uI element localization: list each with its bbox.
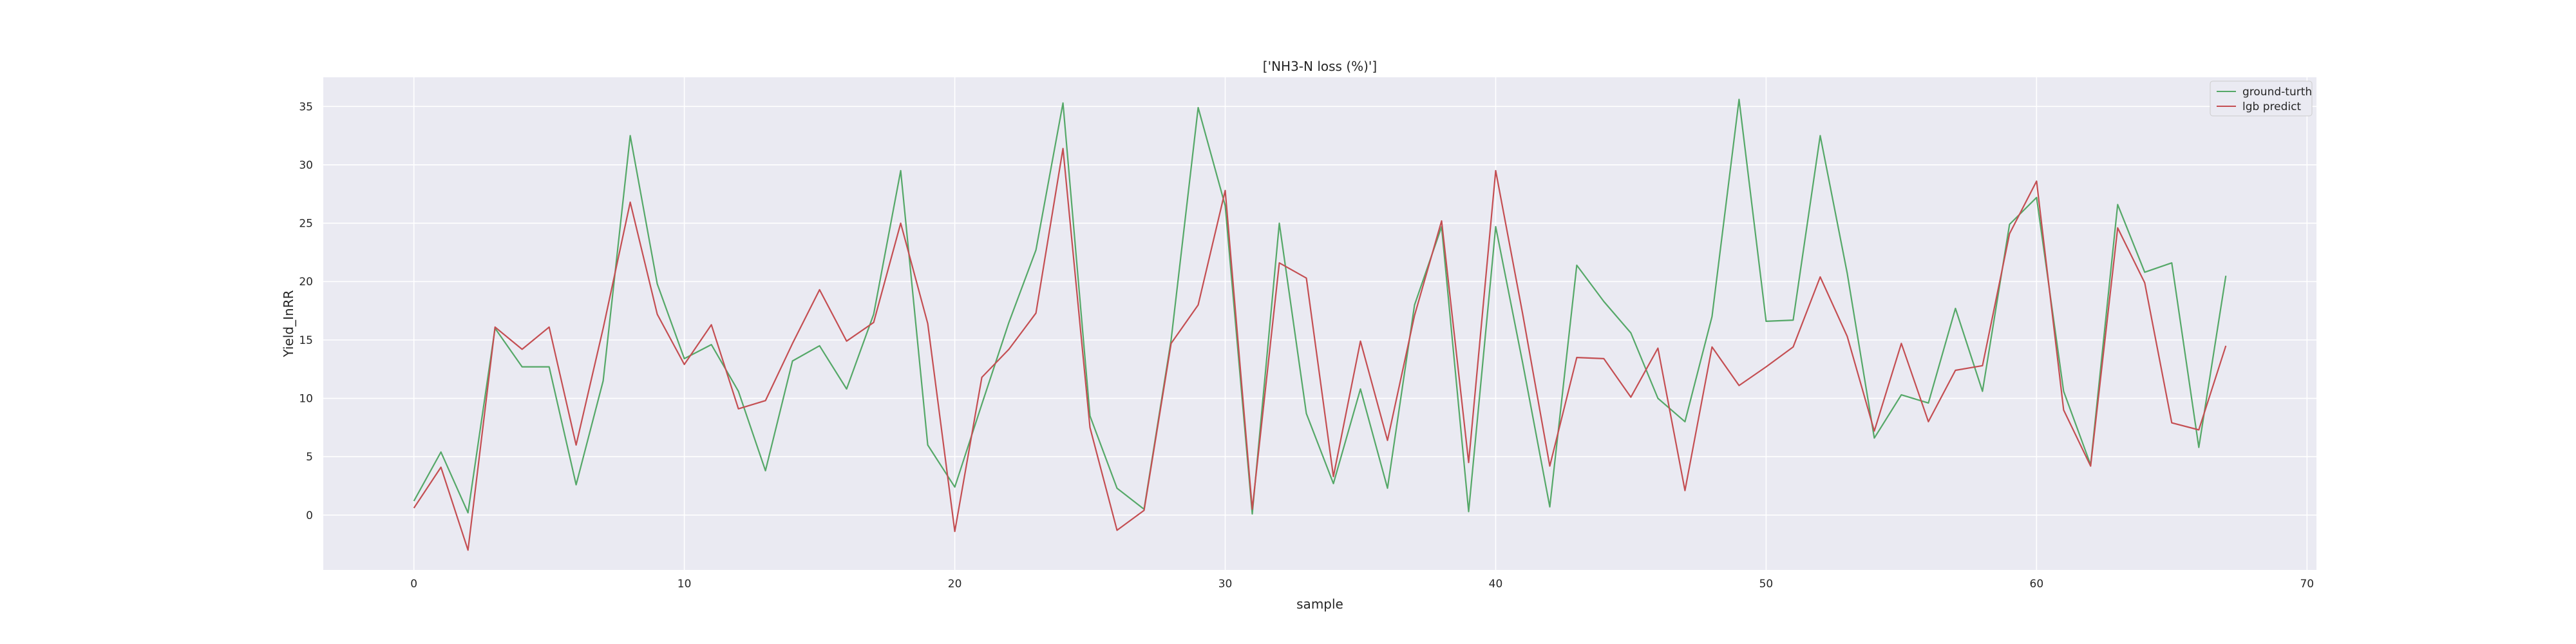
x-tick-label: 40	[1489, 578, 1503, 591]
grid-lines	[323, 77, 2316, 570]
x-tick-label: 70	[2300, 578, 2314, 591]
tick-labels: 0 10 20 30 40 50 60 70 0 5 10 15 20 25 30 35	[299, 100, 2314, 591]
legend-label-lgb-predict: lgb predict	[2242, 100, 2301, 113]
y-tick-label: 20	[299, 276, 313, 289]
y-tick-label: 10	[299, 393, 313, 406]
legend-label-ground-truth: ground-turth	[2242, 86, 2312, 99]
y-axis-label: Yield_InRR	[281, 290, 296, 357]
x-tick-label: 60	[2030, 578, 2044, 591]
x-tick-label: 30	[1218, 578, 1233, 591]
y-tick-label: 0	[306, 509, 313, 522]
y-tick-label: 5	[306, 451, 313, 464]
x-tick-label: 10	[677, 578, 692, 591]
plot-background	[323, 77, 2316, 570]
chart-title: ['NH3-N loss (%)']	[1263, 59, 1377, 74]
x-tick-label: 20	[948, 578, 962, 591]
legend-box	[2210, 80, 2313, 117]
y-tick-label: 35	[299, 100, 313, 113]
y-tick-label: 15	[299, 334, 313, 347]
y-tick-label: 25	[299, 218, 313, 231]
series-line-lgb-predict	[413, 147, 2227, 551]
series-line-ground-truth	[413, 99, 2227, 515]
x-tick-label: 50	[1759, 578, 1774, 591]
y-tick-label: 30	[299, 159, 313, 172]
x-axis-label: sample	[1296, 596, 1343, 612]
legend: ground-turth lgb predict	[2210, 80, 2313, 117]
series-lines	[413, 99, 2227, 551]
x-tick-label: 0	[410, 578, 417, 591]
